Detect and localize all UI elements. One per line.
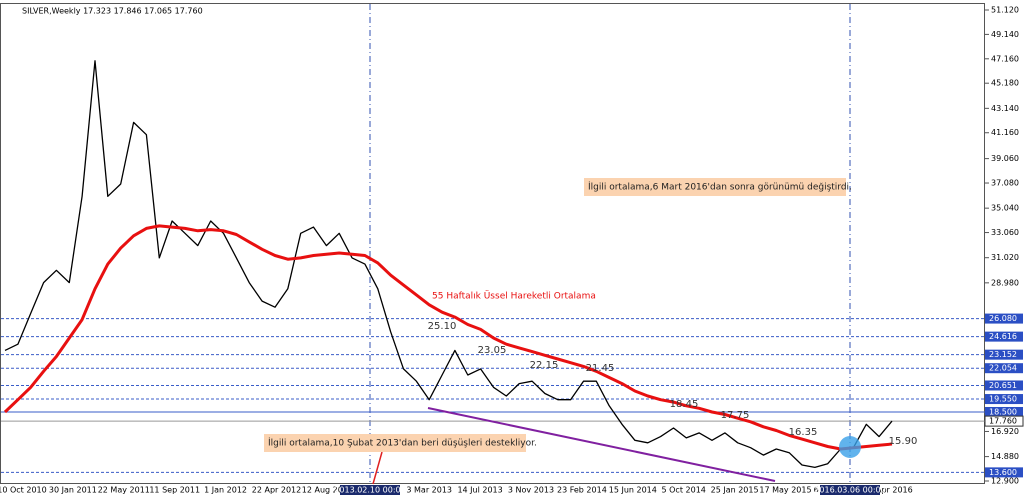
point-label: 16.35 bbox=[789, 427, 818, 438]
marker-label: 2013.02.10 00:00 bbox=[334, 486, 405, 495]
point-label: 17.75 bbox=[721, 410, 750, 421]
level-label-bg bbox=[984, 415, 1024, 427]
level-label-bg bbox=[985, 349, 1023, 360]
point-label: 15.90 bbox=[889, 436, 918, 447]
x-tick-label: 14 Jul 2013 bbox=[457, 486, 502, 495]
x-tick-label: 24 Apr 2016 bbox=[863, 486, 912, 495]
y-tick-label: 12.900 bbox=[991, 477, 1019, 486]
y-tick-label: 28.980 bbox=[991, 278, 1019, 287]
level-label: 13.600 bbox=[989, 468, 1017, 477]
level-label: 17.760 bbox=[989, 417, 1017, 426]
marker-label-bg bbox=[340, 485, 400, 495]
point-label: 22.15 bbox=[530, 360, 559, 371]
level-label: 19.550 bbox=[989, 395, 1017, 404]
y-tick-label: 41.160 bbox=[991, 128, 1019, 137]
x-tick-label: 3 Nov 2013 bbox=[508, 486, 554, 495]
note-box bbox=[264, 434, 526, 452]
point-label: 25.10 bbox=[428, 321, 457, 332]
x-tick-label: 10 Oct 2010 bbox=[0, 486, 47, 495]
level-label: 20.651 bbox=[989, 381, 1017, 390]
arrow bbox=[372, 451, 383, 485]
chart-title: SILVER,Weekly 17.323 17.846 17.065 17.76… bbox=[22, 7, 203, 16]
point-label: 21.45 bbox=[586, 363, 615, 374]
highlight-circle bbox=[839, 436, 861, 458]
level-label: 23.152 bbox=[989, 350, 1017, 359]
x-tick-label: 1 Jan 2012 bbox=[204, 486, 247, 495]
x-tick-label: 25 Jan 2015 bbox=[711, 486, 759, 495]
level-label: 22.054 bbox=[989, 364, 1017, 373]
level-label-bg bbox=[985, 331, 1023, 342]
level-label-bg bbox=[985, 313, 1023, 324]
y-tick-label: 35.040 bbox=[991, 204, 1019, 213]
x-tick-label: 22 Apr 2012 bbox=[252, 486, 301, 495]
x-tick-label: 15 Jun 2014 bbox=[609, 486, 657, 495]
y-tick-label: 33.060 bbox=[991, 228, 1019, 237]
level-label: 26.080 bbox=[989, 314, 1017, 323]
y-tick-label: 43.140 bbox=[991, 104, 1019, 113]
y-tick-label: 47.160 bbox=[991, 54, 1019, 63]
ema-line bbox=[3, 224, 893, 451]
y-tick-label: 31.020 bbox=[991, 253, 1019, 262]
x-tick-label: 12 Aug 2012 bbox=[302, 486, 353, 495]
x-tick-label: 30 Jan 2011 bbox=[49, 486, 97, 495]
x-tick-label: 23 Feb 2014 bbox=[557, 486, 607, 495]
point-label: 23.05 bbox=[478, 345, 507, 356]
level-label-bg bbox=[985, 363, 1023, 374]
y-tick-label: 16.920 bbox=[991, 427, 1019, 436]
level-label-bg bbox=[985, 380, 1023, 391]
level-label: 18.500 bbox=[989, 407, 1017, 416]
point-label: 18.45 bbox=[670, 399, 699, 410]
ema-label: 55 Haftalık Üssel Hareketli Ortalama bbox=[432, 291, 596, 302]
level-label-bg bbox=[985, 406, 1023, 417]
x-tick-label: 11 Sep 2011 bbox=[149, 486, 200, 495]
level-label-bg bbox=[985, 467, 1023, 478]
marker-label-bg bbox=[820, 485, 880, 495]
marker-label: 2016.03.06 00:00 bbox=[814, 486, 885, 495]
level-label: 24.616 bbox=[989, 332, 1017, 341]
y-tick-label: 51.120 bbox=[991, 6, 1019, 15]
y-tick-label: 39.060 bbox=[991, 154, 1019, 163]
plot-frame bbox=[0, 3, 985, 484]
x-tick-label: 5 Oct 2014 bbox=[662, 486, 706, 495]
y-tick-label: 37.080 bbox=[991, 179, 1019, 188]
note-text: İlgili ortalama,6 Mart 2016'dan sonra gö… bbox=[588, 182, 852, 193]
level-label-bg bbox=[985, 394, 1023, 405]
y-tick-label: 49.140 bbox=[991, 30, 1019, 39]
y-tick-label: 45.180 bbox=[991, 79, 1019, 88]
x-tick-label: 17 May 2015 bbox=[759, 486, 811, 495]
x-tick-label: 22 May 2011 bbox=[98, 486, 150, 495]
note-box bbox=[584, 178, 846, 196]
note-text: İlgili ortalama,10 Şubat 2013'dan beri d… bbox=[268, 438, 537, 449]
x-tick-label: 3 Mar 2013 bbox=[406, 486, 452, 495]
trend-line bbox=[427, 407, 776, 482]
price-line bbox=[4, 60, 893, 469]
y-tick-label: 14.880 bbox=[991, 452, 1019, 461]
